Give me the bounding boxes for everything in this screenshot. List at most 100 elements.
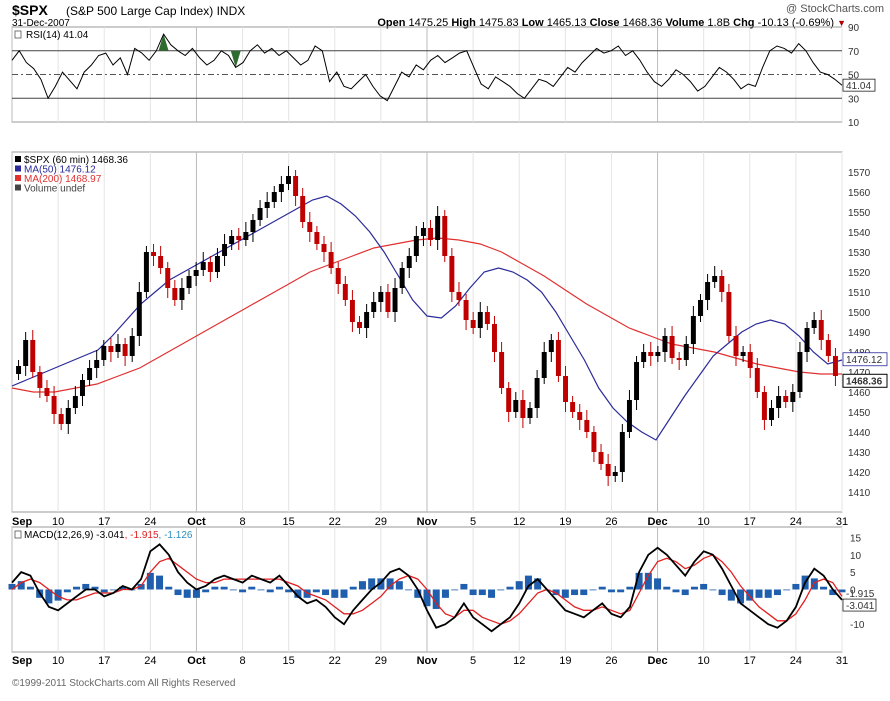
price-candle bbox=[506, 388, 512, 412]
price-candle bbox=[584, 420, 590, 432]
macd-value-box bbox=[842, 598, 877, 612]
price-candle bbox=[747, 352, 753, 368]
x-tick-label: 10 bbox=[698, 655, 710, 667]
price-candle bbox=[278, 184, 284, 192]
ma50-value-box bbox=[842, 352, 888, 367]
open-label: Open bbox=[377, 17, 406, 29]
macd-line bbox=[11, 543, 843, 633]
macd-histogram-bar bbox=[488, 589, 496, 598]
x-tick-label: 5 bbox=[470, 655, 476, 667]
exchange: INDX bbox=[216, 4, 246, 18]
rsi-legend: RSI(14) 41.04 bbox=[26, 30, 89, 41]
price-candle bbox=[87, 368, 93, 380]
price-candle bbox=[769, 408, 775, 420]
x-tick-label: 24 bbox=[790, 655, 802, 667]
price-candle bbox=[94, 360, 100, 368]
price-y-tick: 1420 bbox=[848, 468, 871, 479]
price-y-tick: 1560 bbox=[848, 188, 871, 199]
x-tick-label: Oct bbox=[187, 516, 206, 528]
macd-y-tick: 15 bbox=[850, 533, 862, 544]
price-candle bbox=[307, 222, 313, 232]
x-tick-label: 10 bbox=[698, 516, 710, 528]
macd-y-tick: -10 bbox=[850, 620, 865, 631]
price-candle bbox=[484, 312, 490, 324]
low-label: Low bbox=[521, 17, 544, 29]
macd-histogram-bar bbox=[681, 589, 689, 596]
rsi-value-label: 41.04 bbox=[846, 81, 871, 92]
price-legend-item: MA(50) 1476.12 bbox=[24, 165, 96, 176]
price-candle bbox=[740, 352, 746, 356]
price-candle bbox=[463, 300, 469, 320]
macd-value-label: -3.041 bbox=[846, 601, 875, 612]
macd-histogram-bar bbox=[598, 586, 606, 590]
x-tick-label: 12 bbox=[513, 655, 525, 667]
x-tick-label: 24 bbox=[144, 516, 156, 528]
macd-histogram-bar bbox=[654, 578, 662, 590]
macd-histogram-bar bbox=[718, 589, 726, 596]
price-candle bbox=[555, 340, 561, 376]
x-tick-label: 24 bbox=[790, 516, 802, 528]
ma50-line bbox=[11, 195, 843, 441]
macd-histogram-bar bbox=[580, 589, 588, 596]
macd-y-tick: 0 bbox=[850, 586, 856, 597]
macd-histogram-bar bbox=[432, 589, 440, 609]
price-candle bbox=[250, 220, 256, 232]
rsi-legend-icon bbox=[14, 30, 22, 39]
price-candle bbox=[314, 232, 320, 244]
macd-histogram-bar bbox=[441, 589, 449, 598]
price-candle bbox=[499, 352, 505, 388]
price-y-tick: 1410 bbox=[848, 488, 871, 499]
price-candle bbox=[371, 302, 377, 312]
macd-histogram-bar bbox=[469, 589, 477, 596]
rsi-overbought-fill bbox=[230, 50, 241, 68]
macd-histogram-bar bbox=[45, 589, 53, 604]
x-tick-label: 8 bbox=[239, 655, 245, 667]
macd-legend-part: MACD(12,26,9) -3.041 bbox=[24, 530, 125, 541]
price-candle bbox=[570, 402, 576, 412]
macd-histogram-bar bbox=[810, 578, 818, 590]
macd-y-tick: 10 bbox=[850, 551, 862, 562]
price-legend-swatch bbox=[15, 156, 21, 162]
price-candle bbox=[293, 176, 299, 196]
price-candle bbox=[172, 288, 178, 300]
price-candle bbox=[264, 202, 270, 208]
price-candle bbox=[491, 324, 497, 352]
macd-histogram-bar bbox=[727, 589, 735, 601]
x-tick-label: 17 bbox=[98, 655, 110, 667]
price-candle bbox=[285, 176, 291, 184]
price-candle bbox=[30, 340, 36, 372]
macd-histogram-bar bbox=[737, 589, 745, 604]
x-tick-label: 15 bbox=[283, 655, 295, 667]
price-candle bbox=[321, 244, 327, 252]
macd-histogram-bar bbox=[663, 586, 671, 590]
x-tick-label: Sep bbox=[12, 516, 32, 528]
x-tick-label: 29 bbox=[375, 516, 387, 528]
macd-histogram-bar bbox=[709, 589, 717, 591]
macd-histogram-bar bbox=[423, 589, 431, 607]
macd-histogram-bar bbox=[635, 572, 643, 590]
price-candle bbox=[662, 336, 668, 352]
price-candle bbox=[641, 352, 647, 362]
x-tick-label: 15 bbox=[283, 516, 295, 528]
macd-histogram-bar bbox=[829, 589, 837, 596]
chg-value: -10.13 (-0.69%) bbox=[757, 17, 835, 29]
x-tick-label: Nov bbox=[417, 516, 439, 528]
macd-histogram-bar bbox=[764, 589, 772, 598]
price-candle bbox=[51, 396, 57, 414]
macd-histogram-bar bbox=[405, 589, 413, 591]
price-candle bbox=[122, 344, 128, 356]
ma50-value-label: 1476.12 bbox=[846, 355, 883, 366]
macd-histogram-bar bbox=[792, 583, 800, 590]
macd-histogram-bar bbox=[571, 589, 579, 596]
price-candle bbox=[690, 316, 696, 344]
macd-histogram-bar bbox=[368, 578, 376, 590]
price-candle bbox=[179, 288, 185, 300]
quote-bar: Open 1475.25 High 1475.83 Low 1465.13 Cl… bbox=[377, 17, 846, 29]
price-candle bbox=[214, 256, 220, 272]
rsi-y-tick: 50 bbox=[848, 71, 860, 82]
x-tick-label: 10 bbox=[52, 655, 64, 667]
macd-histogram-bar bbox=[497, 589, 505, 591]
price-candle bbox=[811, 320, 817, 328]
price-candle bbox=[16, 366, 22, 374]
macd-histogram-bar bbox=[524, 575, 532, 590]
